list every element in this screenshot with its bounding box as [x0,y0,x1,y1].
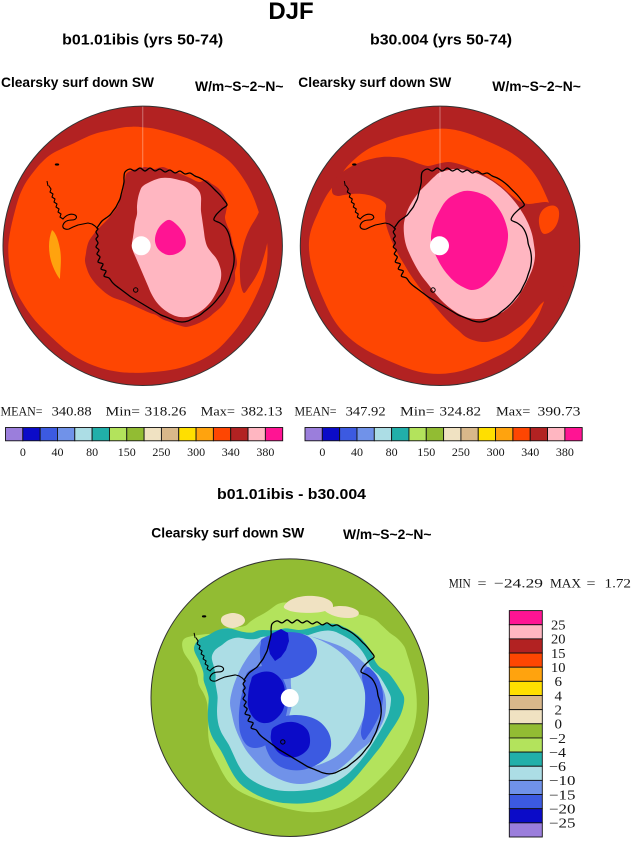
svg-text:340.88: 340.88 [52,405,92,419]
svg-text:25: 25 [551,618,566,633]
svg-text:W/m~S~2~N~: W/m~S~2~N~ [195,78,284,94]
svg-text:380: 380 [256,445,274,459]
svg-text:318.26: 318.26 [145,405,187,419]
svg-text:300: 300 [187,445,205,459]
svg-text:80: 80 [86,445,98,459]
svg-text:Max=: Max= [496,405,530,419]
svg-text:=: = [587,576,596,591]
svg-text:b01.01ibis (yrs 50-74): b01.01ibis (yrs 50-74) [62,32,223,49]
svg-text:−20: −20 [549,802,576,817]
svg-text:382.13: 382.13 [241,405,283,419]
svg-text:Min=: Min= [400,405,435,419]
svg-text:W/m~S~2~N~: W/m~S~2~N~ [343,526,432,542]
svg-text:−10: −10 [549,773,576,788]
svg-text:−24.29: −24.29 [494,576,543,591]
svg-text:340: 340 [521,445,539,459]
svg-text:W/m~S~2~N~: W/m~S~2~N~ [492,78,581,94]
svg-text:1.72: 1.72 [605,576,632,591]
svg-text:150: 150 [417,445,435,459]
svg-text:Clearsky surf down SW: Clearsky surf down SW [1,74,155,90]
svg-text:0: 0 [555,717,563,732]
svg-text:Min=: Min= [106,405,141,419]
svg-text:340: 340 [222,445,240,459]
svg-text:250: 250 [152,445,170,459]
svg-text:−6: −6 [549,759,566,774]
svg-text:0: 0 [20,445,26,459]
svg-text:MEAN=: MEAN= [295,405,337,419]
svg-text:2: 2 [555,702,563,717]
svg-text:380: 380 [556,445,574,459]
svg-text:Clearsky surf down SW: Clearsky surf down SW [151,525,305,541]
svg-text:MIN: MIN [449,576,472,591]
svg-text:150: 150 [118,445,136,459]
svg-text:300: 300 [487,445,505,459]
svg-text:b30.004 (yrs 50-74): b30.004 (yrs 50-74) [370,32,512,49]
svg-text:−4: −4 [549,745,566,760]
svg-text:15: 15 [551,646,566,661]
svg-text:−15: −15 [549,787,576,802]
svg-text:Clearsky surf down SW: Clearsky surf down SW [298,74,452,90]
svg-text:10: 10 [551,660,566,675]
svg-text:4: 4 [555,688,563,703]
svg-text:347.92: 347.92 [346,405,386,419]
svg-text:40: 40 [351,445,363,459]
svg-text:0: 0 [319,445,325,459]
svg-text:324.82: 324.82 [440,405,482,419]
svg-text:=: = [478,576,487,591]
svg-text:DJF: DJF [268,0,313,25]
svg-text:Max=: Max= [201,405,235,419]
svg-text:−25: −25 [549,816,576,831]
svg-text:40: 40 [51,445,63,459]
svg-text:MAX: MAX [550,576,582,591]
svg-text:b01.01ibis - b30.004: b01.01ibis - b30.004 [217,486,367,503]
svg-text:−2: −2 [549,731,566,746]
svg-text:250: 250 [452,445,470,459]
svg-text:80: 80 [386,445,398,459]
svg-text:6: 6 [555,674,563,689]
svg-text:390.73: 390.73 [538,405,581,419]
svg-text:MEAN=: MEAN= [1,405,43,419]
svg-text:20: 20 [551,632,566,647]
